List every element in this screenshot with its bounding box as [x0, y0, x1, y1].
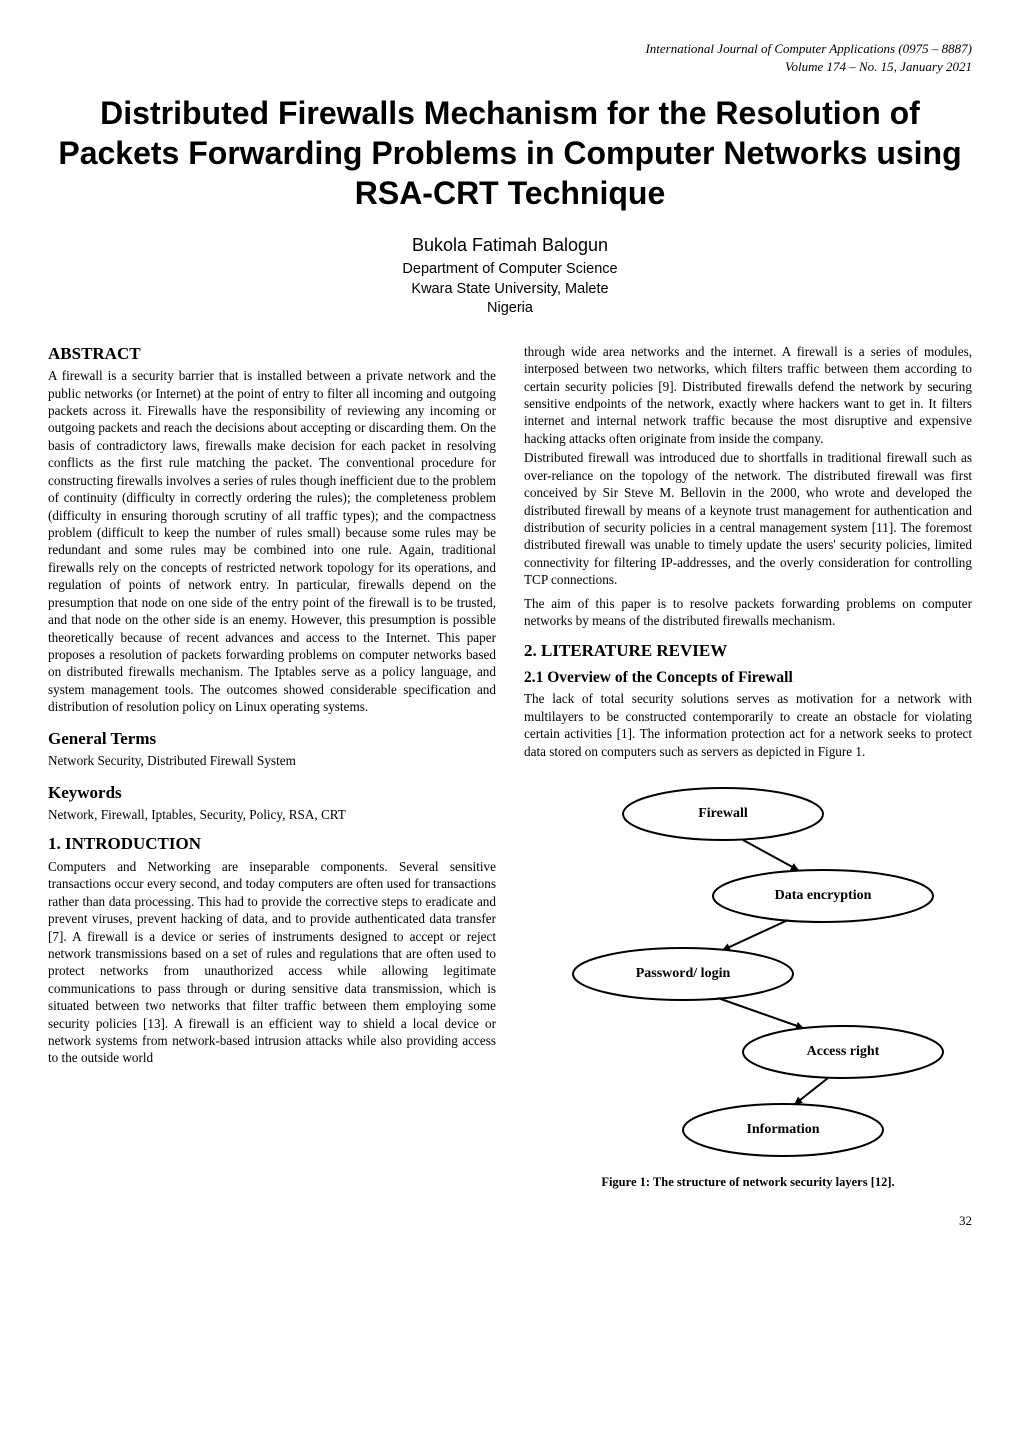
affil-dept: Department of Computer Science [48, 260, 972, 280]
node-label-passlogin: Password/ login [636, 966, 731, 981]
left-column: ABSTRACT A firewall is a security barrie… [48, 343, 496, 1191]
intro-continued-p3: The aim of this paper is to resolve pack… [524, 595, 972, 630]
heading-abstract: ABSTRACT [48, 343, 496, 365]
figure-1-caption: Figure 1: The structure of network secur… [524, 1174, 972, 1191]
heading-general-terms: General Terms [48, 728, 496, 750]
edge-access-to-information [795, 1078, 828, 1104]
affil-country: Nigeria [48, 299, 972, 319]
overview-body: The lack of total security solutions ser… [524, 690, 972, 760]
intro-continued-p1: through wide area networks and the inter… [524, 343, 972, 448]
affil-univ: Kwara State University, Malete [48, 280, 972, 300]
author-name: Bukola Fatimah Balogun [48, 235, 972, 256]
node-label-access: Access right [807, 1044, 880, 1059]
heading-overview-firewall: 2.1 Overview of the Concepts of Firewall [524, 668, 972, 688]
node-label-firewall: Firewall [698, 806, 748, 821]
intro-continued-p2: Distributed firewall was introduced due … [524, 449, 972, 588]
volume-issue: Volume 174 – No. 15, January 2021 [48, 58, 972, 76]
figure-1: Firewall Data encryption Password/ login Ac… [524, 774, 972, 1164]
right-column: through wide area networks and the inter… [524, 343, 972, 1191]
figure-1-svg: Firewall Data encryption Password/ login Ac… [533, 774, 963, 1164]
body-columns: ABSTRACT A firewall is a security barrie… [48, 343, 972, 1191]
edge-data-enc-to-passlogin [723, 920, 788, 950]
journal-meta: International Journal of Computer Applic… [48, 40, 972, 75]
keywords-body: Network, Firewall, Iptables, Security, P… [48, 806, 496, 823]
paper-title: Distributed Firewalls Mechanism for the … [48, 93, 972, 213]
edge-firewall-to-data-enc [743, 840, 798, 870]
node-label-information: Information [746, 1122, 819, 1137]
abstract-body: A firewall is a security barrier that is… [48, 367, 496, 715]
page-number: 32 [48, 1213, 972, 1229]
heading-keywords: Keywords [48, 782, 496, 804]
heading-literature-review: 2. LITERATURE REVIEW [524, 640, 972, 662]
introduction-body: Computers and Networking are inseparable… [48, 858, 496, 1067]
edge-passlogin-to-access [718, 998, 803, 1028]
general-terms-body: Network Security, Distributed Firewall S… [48, 752, 496, 769]
journal-name: International Journal of Computer Applic… [48, 40, 972, 58]
node-label-data-enc: Data encryption [775, 888, 872, 903]
affiliation: Department of Computer Science Kwara Sta… [48, 260, 972, 319]
heading-introduction: 1. INTRODUCTION [48, 833, 496, 855]
